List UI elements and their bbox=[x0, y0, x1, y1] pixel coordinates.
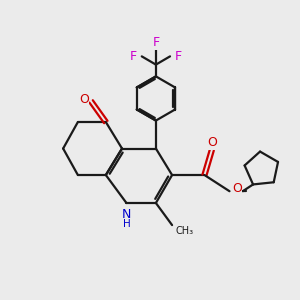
Text: N: N bbox=[122, 208, 131, 221]
Text: O: O bbox=[79, 93, 89, 106]
Text: O: O bbox=[232, 182, 242, 195]
Text: CH₃: CH₃ bbox=[176, 226, 194, 236]
Text: O: O bbox=[207, 136, 217, 149]
Text: F: F bbox=[152, 36, 160, 49]
Text: F: F bbox=[175, 50, 182, 63]
Text: H: H bbox=[123, 219, 130, 229]
Text: F: F bbox=[130, 50, 137, 63]
